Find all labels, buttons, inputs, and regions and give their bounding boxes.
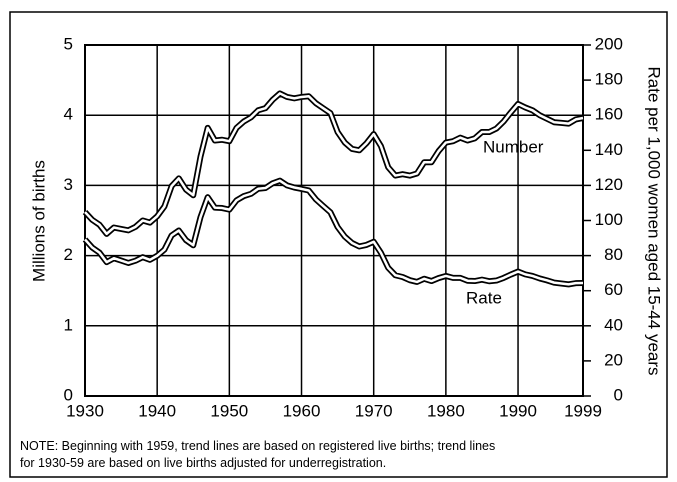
plot-frame <box>84 44 584 397</box>
x-tick-label: 1960 <box>283 401 321 420</box>
y2-tick-label: 180 <box>595 70 623 89</box>
series-line <box>82 177 584 288</box>
x-tick-label: 1970 <box>355 401 393 420</box>
y2-axis-title: Rate per 1,000 women aged 15-44 years <box>645 66 664 375</box>
y-tick-label: 1 <box>64 315 73 334</box>
note: NOTE: Beginning with 1959, trend lines a… <box>20 439 495 453</box>
x-tick-label: 1930 <box>66 401 104 420</box>
y2-tick-label: 20 <box>604 350 623 369</box>
series-line-inner <box>84 179 584 286</box>
y-tick-label: 5 <box>64 34 73 53</box>
series-annotation: Rate <box>466 288 502 307</box>
y-tick-label: 0 <box>64 385 73 404</box>
note: for 1930-59 are based on live births adj… <box>20 456 386 470</box>
y-tick-label: 4 <box>64 105 73 124</box>
x-tick-label: 1940 <box>138 401 176 420</box>
y2-tick-label: 120 <box>595 175 623 194</box>
x-tick-label: 1999 <box>564 401 602 420</box>
x-tick-label: 1980 <box>427 401 465 420</box>
y-tick-label: 2 <box>64 245 73 264</box>
series-annotation: Number <box>483 137 544 156</box>
y2-tick-label: 60 <box>604 280 623 299</box>
y-tick-label: 3 <box>64 175 73 194</box>
series-line-inner <box>84 92 584 236</box>
y2-tick-label: 160 <box>595 105 623 124</box>
frame <box>9 11 668 478</box>
y2-tick-label: 40 <box>604 315 623 334</box>
y2-tick-label: 0 <box>614 385 623 404</box>
x-tick-label: 1990 <box>499 401 537 420</box>
y2-tick-label: 80 <box>604 245 623 264</box>
y-axis-title: Millions of births <box>29 160 48 282</box>
y2-tick-label: 200 <box>595 34 623 53</box>
y2-tick-label: 140 <box>595 140 623 159</box>
y2-tick-label: 100 <box>595 210 623 229</box>
x-tick-label: 1950 <box>210 401 248 420</box>
